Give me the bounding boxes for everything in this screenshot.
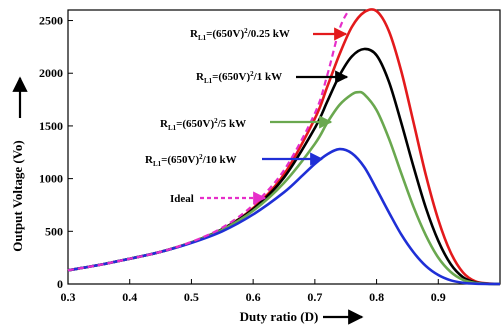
y-axis-label-text: Output Voltage (Vo) xyxy=(10,140,25,251)
series-line-4 xyxy=(67,9,350,272)
y-tick-label: 2000 xyxy=(39,66,63,80)
y-tick-label: 1500 xyxy=(39,119,63,133)
x-axis-label: Duty ratio (D) xyxy=(240,309,319,324)
annotation-label: RL1=(650V)2/5 kW xyxy=(160,117,246,132)
x-tick-label: 0.9 xyxy=(431,290,446,304)
x-tick-label: 0.4 xyxy=(122,290,137,304)
x-tick-label: 0.3 xyxy=(61,290,76,304)
series-line-1 xyxy=(67,47,501,286)
y-tick-label: 1000 xyxy=(39,172,63,186)
series-lines xyxy=(67,8,501,286)
y-axis-ticks: 0 500 1000 1500 2000 2500 xyxy=(39,14,73,291)
x-tick-label: 0.5 xyxy=(184,290,199,304)
x-tick-label: 0.6 xyxy=(246,290,261,304)
series-line-3 xyxy=(67,147,501,286)
x-axis-ticks: 0.3 0.4 0.5 0.6 0.7 0.8 0.9 xyxy=(61,279,446,304)
annotation-label: Ideal xyxy=(170,193,194,205)
annotations: RL1=(650V)2/0.25 kW RL1=(650V)2/1 kW RL1=(… xyxy=(145,27,349,205)
plot-frame xyxy=(67,9,501,285)
x-tick-label: 0.7 xyxy=(307,290,322,304)
y-tick-label: 500 xyxy=(45,224,63,238)
annotation-label: RL1=(650V)2/10 kW xyxy=(145,153,237,168)
x-tick-label: 0.8 xyxy=(369,290,384,304)
y-tick-label: 2500 xyxy=(39,14,63,28)
series-line-2 xyxy=(67,90,501,286)
y-tick-label: 0 xyxy=(57,277,63,291)
annotation-label: RL1=(650V)2/1 kW xyxy=(196,70,282,85)
y-axis-label: Output Voltage (Vo) xyxy=(10,140,25,251)
annotation-label: RL1=(650V)2/0.25 kW xyxy=(190,27,290,42)
series-line-0 xyxy=(67,8,501,286)
